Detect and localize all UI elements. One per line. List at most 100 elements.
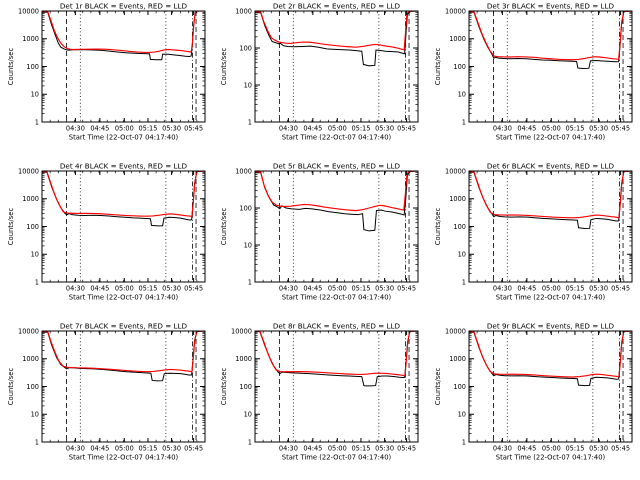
y-tick-label: 1000: [22, 355, 39, 363]
x-axis-label: Start Time (22-Oct-07 04:17:40): [69, 133, 179, 141]
x-tick-label: 05:45: [397, 444, 416, 452]
series-group: [468, 331, 632, 387]
y-tick-label: 10: [457, 251, 465, 259]
detector-panel-7: 1 10 100 1000 10000 04:30 04:45 05:00 05:15 05:30…: [0, 320, 213, 480]
series-group: [41, 331, 205, 382]
x-tick-label: 05:30: [162, 124, 181, 132]
y-tick-label: 1: [461, 438, 465, 446]
x-tick-label: 05:15: [352, 444, 371, 452]
y-axis-label: Counts/sec: [220, 208, 228, 246]
x-tick-label: 05:15: [565, 124, 584, 132]
panel-title: Det 5r BLACK = Events, RED = LLD: [273, 162, 401, 171]
detector-panel-1: 1 10 100 1000 10000 04:30 04:45 05:00 05:15 05:30…: [0, 0, 213, 160]
x-axis: 04:30 04:45 05:00 05:15 05:30 05:45: [476, 171, 630, 292]
event-marker-lines: [492, 171, 624, 282]
x-axis: 04:30 04:45 05:00 05:15 05:30 05:45: [263, 11, 416, 132]
x-tick-label: 04:30: [66, 444, 85, 452]
series-group: [468, 11, 632, 69]
x-axis-label: Start Time (22-Oct-07 04:17:40): [69, 453, 179, 461]
y-tick-label: 10000: [18, 7, 39, 15]
x-tick-label: 05:15: [565, 284, 584, 292]
x-tick-label: 05:30: [589, 124, 608, 132]
series-group: [41, 11, 205, 61]
series-group: [255, 11, 419, 67]
series-line-lld: [41, 11, 205, 54]
series-line-events: [41, 11, 205, 61]
x-tick-label: 05:45: [184, 444, 203, 452]
y-tick-label: 10000: [445, 327, 466, 335]
y-axis: 1 10 100 1000 10000: [445, 7, 632, 126]
x-tick-label: 05:00: [115, 284, 134, 292]
x-tick-label: 05:00: [541, 284, 560, 292]
detector-panel-4: 1 10 100 1000 10000 04:30 04:45 05:00 05:15 05:30…: [0, 160, 213, 320]
series-line-events: [255, 171, 419, 232]
series-group: [41, 171, 205, 227]
x-tick-label: 05:45: [184, 284, 203, 292]
x-axis: 04:30 04:45 05:00 05:15 05:30 05:45: [263, 171, 416, 292]
x-tick-label: 05:15: [352, 124, 371, 132]
y-axis: 1 10 100 1000 10000: [445, 167, 632, 286]
series-line-events: [468, 171, 632, 229]
x-axis-label: Start Time (22-Oct-07 04:17:40): [495, 453, 605, 461]
y-tick-label: 1000: [449, 355, 466, 363]
y-axis-label: Counts/sec: [7, 368, 15, 406]
y-tick-label: 100: [240, 383, 253, 391]
x-tick-label: 04:30: [493, 284, 512, 292]
x-tick-label: 05:30: [375, 124, 394, 132]
y-axis: 1 10 100 1000: [236, 167, 419, 286]
series-line-events: [41, 331, 205, 382]
x-tick-label: 05:00: [328, 284, 347, 292]
x-tick-label: 04:45: [517, 284, 536, 292]
series-line-lld: [468, 171, 632, 219]
event-marker-lines: [66, 171, 197, 282]
x-tick-label: 05:00: [115, 444, 134, 452]
x-tick-label: 05:00: [541, 124, 560, 132]
y-tick-label: 100: [26, 383, 39, 391]
y-tick-label: 1: [248, 118, 252, 126]
x-axis-label: Start Time (22-Oct-07 04:17:40): [69, 293, 179, 301]
x-tick-label: 05:30: [162, 444, 181, 452]
x-tick-label: 05:30: [589, 284, 608, 292]
y-tick-label: 100: [240, 44, 253, 52]
x-axis: 04:30 04:45 05:00 05:15 05:30 05:45: [476, 331, 630, 452]
y-tick-label: 10: [31, 251, 39, 259]
y-tick-label: 1: [248, 438, 252, 446]
y-tick-label: 10000: [231, 327, 252, 335]
x-tick-label: 04:45: [90, 444, 109, 452]
y-tick-label: 100: [26, 63, 39, 71]
y-axis: 1 10 100 1000 10000: [18, 7, 205, 126]
series-group: [255, 171, 419, 232]
panel-title: Det 9r BLACK = Events, RED = LLD: [487, 322, 615, 331]
series-line-events: [41, 171, 205, 227]
y-tick-label: 1000: [449, 195, 466, 203]
panel-title: Det 2r BLACK = Events, RED = LLD: [273, 2, 401, 11]
event-marker-lines: [66, 331, 197, 442]
x-tick-label: 05:45: [611, 444, 630, 452]
x-axis: 04:30 04:45 05:00 05:15 05:30 05:45: [476, 11, 630, 132]
detector-panel-6: 1 10 100 1000 10000 04:30 04:45 05:00 05:15 05:30…: [427, 160, 640, 320]
x-tick-label: 05:00: [328, 444, 347, 452]
x-tick-label: 05:45: [611, 284, 630, 292]
event-marker-lines: [279, 331, 410, 442]
y-tick-label: 10000: [445, 167, 466, 175]
y-tick-label: 1000: [236, 7, 253, 15]
x-axis: 04:30 04:45 05:00 05:15 05:30 05:45: [263, 331, 416, 452]
series-line-lld: [41, 331, 205, 373]
panel-title: Det 7r BLACK = Events, RED = LLD: [60, 322, 188, 331]
y-axis-label: Counts/sec: [434, 48, 442, 86]
y-tick-label: 10000: [18, 327, 39, 335]
x-tick-label: 05:15: [138, 124, 157, 132]
series-line-lld: [468, 331, 632, 378]
panel-title: Det 4r BLACK = Events, RED = LLD: [60, 162, 188, 171]
x-tick-label: 04:45: [304, 284, 323, 292]
detector-panel-9: 1 10 100 1000 10000 04:30 04:45 05:00 05:15 05:30…: [427, 320, 640, 480]
x-tick-label: 04:30: [279, 284, 298, 292]
x-tick-label: 05:45: [611, 124, 630, 132]
y-tick-label: 1: [248, 278, 252, 286]
series-line-lld: [255, 11, 419, 51]
x-tick-label: 05:45: [184, 124, 203, 132]
x-axis-label: Start Time (22-Oct-07 04:17:40): [282, 133, 392, 141]
detector-panel-2: 1 10 100 1000 04:30 04:45 05:00 05:15 05:30 05:45…: [213, 0, 426, 160]
x-tick-label: 04:45: [517, 444, 536, 452]
